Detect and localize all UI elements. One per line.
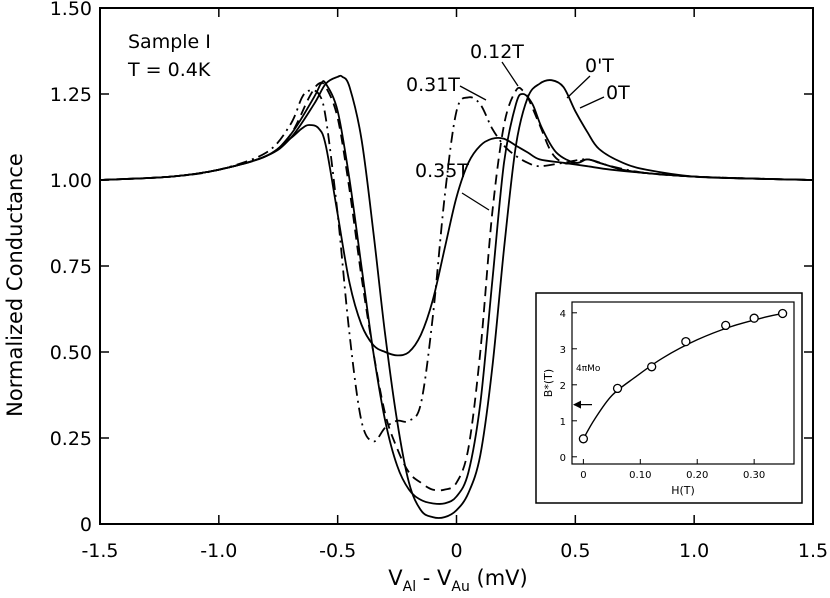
y-tick-label: 1.25 xyxy=(50,84,92,106)
inset-x-title: H(T) xyxy=(671,484,695,497)
series-line-012t xyxy=(99,81,814,492)
x-tick-label: -1.0 xyxy=(200,540,237,562)
curves xyxy=(99,74,814,519)
x-tick-label: 0 xyxy=(450,540,462,562)
inset-point xyxy=(612,383,623,394)
inset-y-tick-label: 0 xyxy=(560,453,566,464)
y-tick-label: 1.50 xyxy=(50,0,92,20)
label-012T: 0.12T xyxy=(470,41,524,63)
y-tick-label: 0.25 xyxy=(50,428,92,450)
inset-point xyxy=(647,362,657,372)
inset-arrow-head xyxy=(573,400,581,409)
x-tick-label: -0.5 xyxy=(319,540,356,562)
y-tick-label: 1.00 xyxy=(50,170,92,192)
inset-chart: 0 0.10 0.20 0.30 0 1 2 3 4 H(T) B*(T) 4πMo xyxy=(535,292,803,504)
y-tick-label: 0 xyxy=(80,514,92,536)
inset-point xyxy=(578,434,589,444)
sample-label: Sample I xyxy=(128,31,211,53)
leader-0primeT xyxy=(566,75,591,99)
inset-plot-frame xyxy=(571,301,795,465)
inset-point xyxy=(777,308,788,319)
leader-012T xyxy=(501,61,519,87)
inset-x-tick-label: 0.10 xyxy=(629,470,651,481)
y-axis-title: Normalized Conductance xyxy=(3,153,27,417)
inset-outer-frame xyxy=(535,292,803,504)
x-tick-label: 1.5 xyxy=(798,540,828,562)
label-035T: 0.35T xyxy=(415,160,469,182)
inset-y-tick-label: 2 xyxy=(560,381,566,392)
temperature-label: T = 0.4K xyxy=(127,59,211,81)
inset-point xyxy=(681,336,691,347)
inset-4pimo-label: 4πMo xyxy=(576,364,601,374)
inset-y-tick-label: 4 xyxy=(560,309,566,320)
inset-point xyxy=(749,313,759,323)
leader-035T xyxy=(461,192,490,211)
y-tick-label: 0.75 xyxy=(50,256,92,278)
leader-0T xyxy=(579,96,605,109)
series-line-035t xyxy=(99,124,814,357)
inset-tick-labels: 0 0.10 0.20 0.30 0 1 2 3 4 xyxy=(560,309,766,481)
inset-x-tick-label: 0.20 xyxy=(686,470,708,481)
inset-point xyxy=(721,320,731,331)
inset-x-tick-label: 0 xyxy=(580,470,586,481)
inset-y-tick-label: 3 xyxy=(560,345,566,356)
y-tick-label: 0.50 xyxy=(50,342,92,364)
axis-tick-labels: -1.5 -1.0 -0.5 0 0.5 1.0 1.500.250.500.751.001… xyxy=(50,0,828,562)
inset-ticks xyxy=(572,312,755,464)
label-0primeT: 0'T xyxy=(585,55,614,77)
inset-points xyxy=(578,308,788,444)
x-tick-label: 0.5 xyxy=(560,540,590,562)
x-axis-title: VAl - VAu (mV) xyxy=(388,566,527,595)
arrow-icon xyxy=(573,400,592,409)
inset-y-tick-label: 1 xyxy=(560,417,566,428)
series-line-031t xyxy=(99,89,814,443)
x-tick-label: -1.5 xyxy=(81,540,118,562)
leader-031T xyxy=(459,85,487,101)
inset-y-title: B*(T) xyxy=(542,369,555,397)
label-0T: 0T xyxy=(606,82,630,104)
label-031T: 0.31T xyxy=(406,74,460,96)
inset-x-tick-label: 0.30 xyxy=(743,470,765,481)
x-tick-label: 1.0 xyxy=(679,540,709,562)
